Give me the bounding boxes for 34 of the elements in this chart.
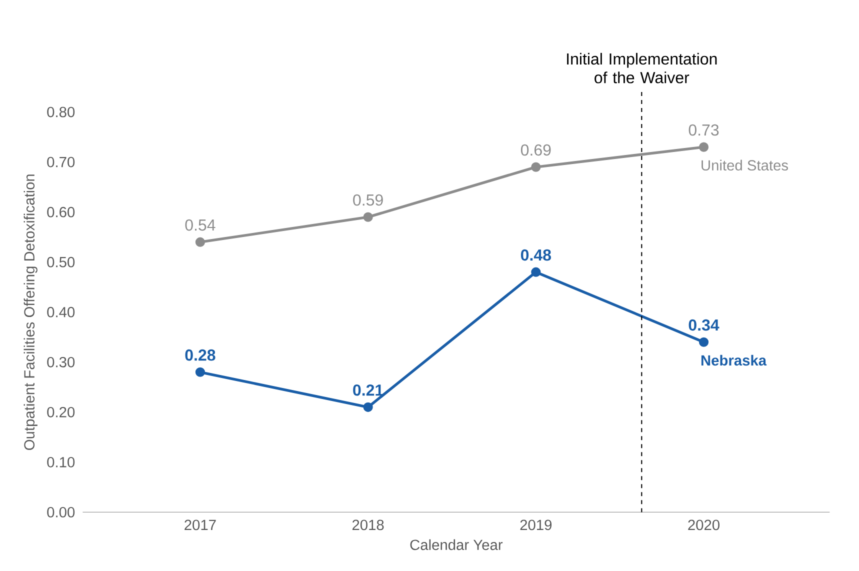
point xyxy=(698,142,709,152)
y-tick-label: 0.20 xyxy=(47,407,75,418)
data-label: 0.28 xyxy=(185,349,216,361)
x-axis-title: Calendar Year xyxy=(410,539,503,550)
x-tick-label: 2019 xyxy=(520,520,552,530)
data-label: 0.69 xyxy=(520,144,551,156)
point xyxy=(363,402,373,412)
y-tick-label: 0.60 xyxy=(47,206,75,218)
y-tick-label: 0.40 xyxy=(47,306,75,318)
data-label: 0.73 xyxy=(688,124,719,136)
point xyxy=(531,162,541,172)
point xyxy=(698,337,709,347)
data-label: 0.59 xyxy=(353,194,383,206)
y-tick-label: 0.00 xyxy=(47,507,75,518)
data-label: 0.54 xyxy=(185,219,216,231)
data-label: 0.21 xyxy=(353,384,384,396)
series-label: United States xyxy=(702,160,788,171)
series-label: Nebraska xyxy=(701,354,767,366)
y-tick-label: 0.10 xyxy=(47,457,75,468)
data-label: 0.48 xyxy=(520,249,551,261)
y-tick-label: 0.30 xyxy=(47,357,75,368)
point xyxy=(195,237,206,247)
y-tick-label: 0.80 xyxy=(47,106,75,118)
point xyxy=(363,212,373,222)
x-tick-label: 2020 xyxy=(688,520,720,530)
data-label: 0.34 xyxy=(688,319,720,331)
y-tick-label: 0.70 xyxy=(47,156,75,168)
x-tick-label: 2018 xyxy=(352,520,384,530)
point xyxy=(195,367,206,377)
y-axis-title: Outpatient Facilities Offering Detoxification xyxy=(24,174,38,450)
ref-line-label: Initial Implementation of the Waiver xyxy=(567,52,717,84)
y-tick-label: 0.50 xyxy=(47,256,75,268)
x-tick-label: 2017 xyxy=(184,520,216,530)
point xyxy=(531,267,541,277)
